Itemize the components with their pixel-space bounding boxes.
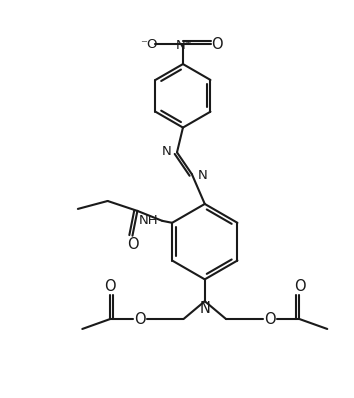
Text: N: N	[198, 169, 207, 182]
Text: ⁻O: ⁻O	[141, 38, 158, 51]
Text: N: N	[161, 145, 171, 158]
Text: O: O	[127, 237, 138, 252]
Text: NH: NH	[139, 215, 158, 227]
Text: O: O	[211, 37, 223, 52]
Text: O: O	[264, 312, 275, 326]
Text: O: O	[134, 312, 145, 326]
Text: N: N	[199, 300, 210, 316]
Text: O: O	[104, 279, 116, 294]
Text: O: O	[294, 279, 305, 294]
Text: N⁺: N⁺	[176, 39, 192, 52]
